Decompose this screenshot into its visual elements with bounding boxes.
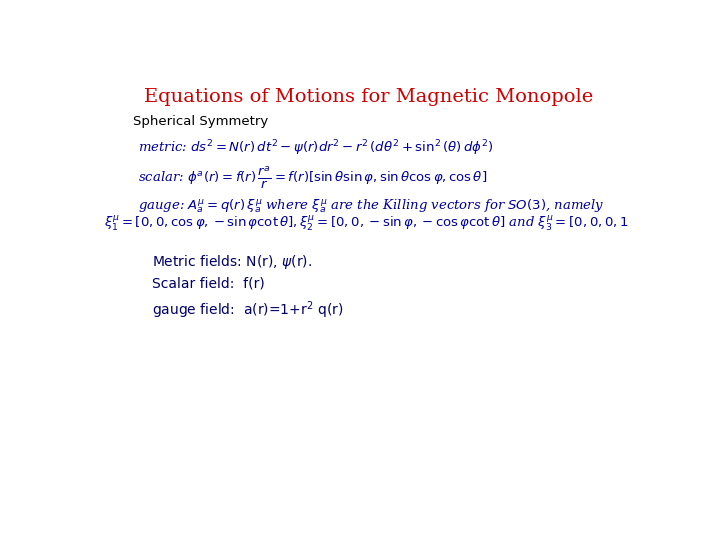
Text: gauge field:  a(r)=1+r$^2$ q(r): gauge field: a(r)=1+r$^2$ q(r): [152, 300, 343, 321]
Text: Equations of Motions for Magnetic Monopole: Equations of Motions for Magnetic Monopo…: [145, 88, 593, 106]
Text: $\xi^\mu_1 = [0,0,\cos\varphi,-\sin\varphi\cot\theta],\xi^\mu_2 = [0,0,-\sin\var: $\xi^\mu_1 = [0,0,\cos\varphi,-\sin\varp…: [104, 213, 629, 233]
Text: Scalar field:  f(r): Scalar field: f(r): [152, 276, 265, 291]
Text: metric: $ds^2 = N(r)\,dt^2 - \psi(r)dr^2 - r^2\,(d\theta^2 + \sin^2(\theta)\,d\p: metric: $ds^2 = N(r)\,dt^2 - \psi(r)dr^2…: [138, 138, 493, 158]
Text: gauge: $A^\mu_a = q(r)\,\xi^\mu_a$ where $\xi^\mu_a$ are the Killing vectors for: gauge: $A^\mu_a = q(r)\,\xi^\mu_a$ where…: [138, 197, 604, 215]
Text: Metric fields: N(r), $\psi$(r).: Metric fields: N(r), $\psi$(r).: [152, 253, 312, 272]
Text: scalar: $\phi^a(r) = f(r)\,\dfrac{r^a}{r} = f(r)[\sin\theta\sin\varphi,\sin\thet: scalar: $\phi^a(r) = f(r)\,\dfrac{r^a}{r…: [138, 165, 487, 191]
Text: Spherical Symmetry: Spherical Symmetry: [132, 115, 268, 128]
